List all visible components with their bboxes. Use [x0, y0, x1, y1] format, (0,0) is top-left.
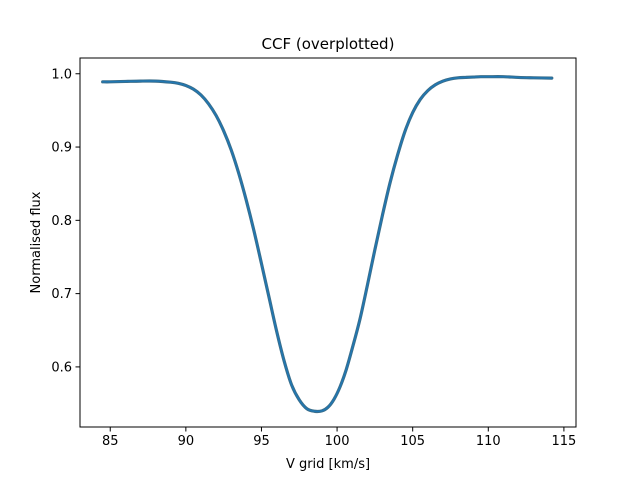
series-line	[101, 75, 553, 413]
plot-area	[101, 75, 554, 414]
x-tick-label: 100	[325, 434, 350, 449]
x-tick-label: 115	[551, 434, 576, 449]
x-tick-label: 95	[253, 434, 270, 449]
x-tick-label: 105	[400, 434, 425, 449]
y-tick-label: 0.6	[51, 360, 72, 375]
y-axis-label: Normalised flux	[29, 191, 44, 293]
chart-title: CCF (overplotted)	[262, 35, 395, 53]
x-tick-label: 85	[102, 434, 119, 449]
y-tick-label: 0.7	[51, 287, 72, 302]
x-tick-label: 90	[178, 434, 195, 449]
y-axis: 0.6 0.7 0.8 0.9 1.0	[51, 67, 80, 375]
y-tick-label: 1.0	[51, 67, 72, 82]
y-tick-label: 0.8	[51, 214, 72, 229]
y-tick-label: 0.9	[51, 141, 72, 156]
x-axis-label: V grid [km/s]	[286, 457, 370, 472]
axes-frame	[79, 57, 577, 428]
x-axis: 85 90 95 100 105 110 115	[102, 427, 576, 449]
x-tick-label: 110	[476, 434, 501, 449]
